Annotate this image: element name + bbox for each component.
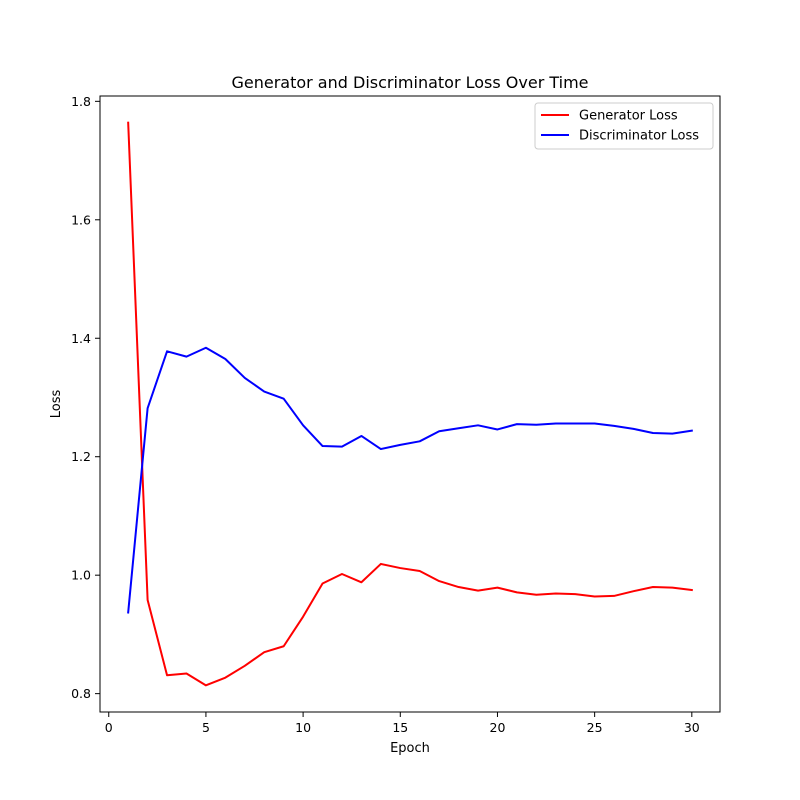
y-tick-label: 0.8 (71, 686, 91, 701)
x-tick-label: 30 (684, 720, 700, 735)
y-tick-label: 1.0 (71, 568, 91, 583)
y-tick-label: 1.8 (71, 94, 91, 109)
legend: Generator Loss Discriminator Loss (534, 102, 714, 150)
y-tick-label: 1.4 (71, 331, 91, 346)
x-tick-label: 5 (202, 720, 210, 735)
series-line-discriminator (127, 346, 693, 614)
plot-frame (99, 95, 721, 713)
legend-label-generator: Generator Loss (579, 109, 678, 124)
y-tick-label: 1.2 (71, 449, 91, 464)
chart-title: Generator and Discriminator Loss Over Ti… (231, 73, 588, 92)
series-layer (127, 121, 693, 687)
x-axis-label: Epoch (390, 741, 430, 756)
x-tick-label: 0 (105, 720, 113, 735)
y-axis-label: Loss (49, 390, 64, 419)
plot-area: 0 5 10 15 20 25 30 0.8 1.0 1.2 1.4 1.6 1.8 (71, 94, 721, 735)
legend-label-discriminator: Discriminator Loss (579, 129, 699, 144)
x-axis-ticks: 0 5 10 15 20 25 30 (105, 712, 700, 735)
x-tick-label: 15 (392, 720, 408, 735)
x-tick-label: 10 (295, 720, 311, 735)
x-tick-label: 20 (490, 720, 506, 735)
y-axis-ticks: 0.8 1.0 1.2 1.4 1.6 1.8 (71, 94, 100, 701)
y-tick-label: 1.6 (71, 212, 91, 227)
x-tick-label: 25 (587, 720, 603, 735)
legend-box (534, 102, 714, 150)
series-line-generator (127, 121, 693, 687)
